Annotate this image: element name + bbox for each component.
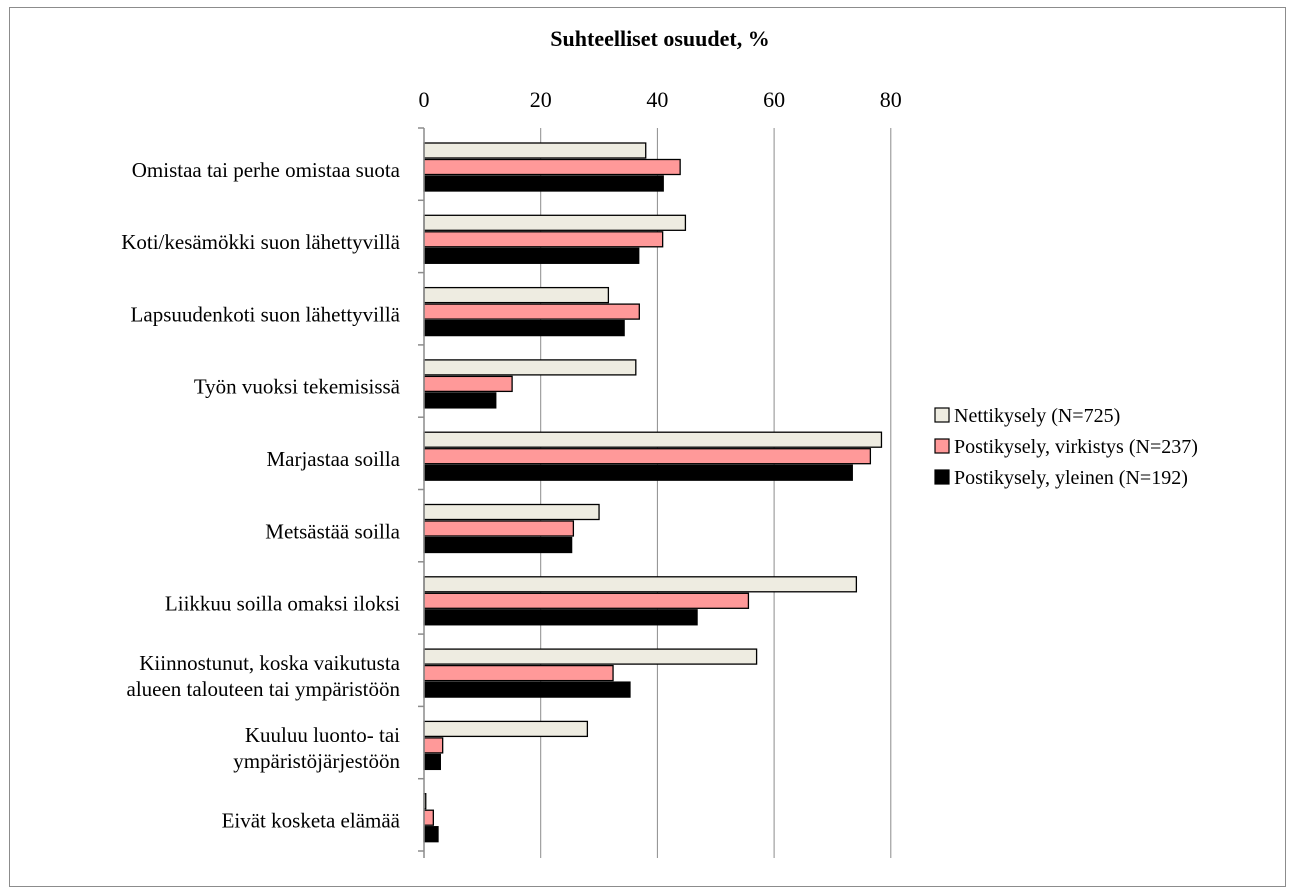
bar	[423, 520, 575, 537]
category-labels: Omistaa tai perhe omistaa suota Koti/kesä…	[121, 158, 400, 833]
bar	[423, 826, 439, 843]
category-label: Metsästää soilla	[265, 519, 400, 543]
y-axis	[418, 127, 425, 858]
legend-swatch	[934, 469, 950, 485]
bar	[423, 737, 444, 754]
category-label: Kiinnostunut, koska vaikutusta	[139, 651, 400, 675]
category-label: alueen talouteen tai ympäristöön	[127, 677, 401, 701]
bar	[423, 431, 883, 448]
x-tick-label: 20	[530, 87, 552, 112]
category-label: Lapsuudenkoti suon lähettyvillä	[131, 302, 401, 326]
x-tick-label: 60	[763, 87, 785, 112]
chart-title: Suhteelliset osuudet, %	[550, 26, 769, 51]
x-tick-label: 0	[419, 87, 430, 112]
bar	[423, 303, 640, 320]
bars	[423, 142, 883, 843]
legend-label: Nettikysely (N=725)	[954, 405, 1120, 427]
x-axis-ticks: 0 20 40 60 80	[419, 87, 902, 112]
bar	[423, 375, 513, 393]
legend: Nettikysely (N=725) Postikysely, virkisty…	[934, 405, 1198, 489]
bar	[423, 142, 647, 159]
legend-label: Postikysely, yleinen (N=192)	[954, 467, 1188, 489]
bar	[423, 392, 497, 409]
bar	[423, 648, 758, 665]
x-tick-label: 40	[646, 87, 668, 112]
legend-swatch	[934, 407, 950, 423]
x-tick-label: 80	[880, 87, 902, 112]
legend-swatch	[934, 438, 950, 454]
bar	[423, 576, 858, 593]
bar	[423, 319, 625, 337]
bar	[423, 214, 687, 231]
bar	[423, 359, 637, 376]
bar	[423, 809, 434, 826]
legend-label: Postikysely, virkistys (N=237)	[954, 436, 1198, 458]
bar	[423, 592, 750, 609]
bar	[423, 753, 441, 771]
category-label: Työn vuoksi tekemisissä	[194, 375, 401, 399]
bar	[423, 536, 573, 554]
bar	[423, 286, 610, 304]
category-label: ympäristöjärjestöön	[233, 749, 400, 773]
bar	[423, 720, 589, 738]
category-label: Marjastaa soilla	[266, 447, 400, 471]
bar	[423, 448, 872, 465]
bar	[423, 503, 600, 521]
bar	[423, 231, 664, 248]
category-label: Koti/kesämökki suon lähettyvillä	[121, 230, 400, 254]
category-label: Kuuluu luonto- tai	[245, 723, 400, 747]
bar	[423, 158, 681, 176]
bar	[423, 175, 664, 192]
category-label: Liikkuu soilla omaksi iloksi	[165, 592, 400, 616]
bar	[423, 464, 853, 481]
bar	[423, 609, 698, 626]
bar	[423, 247, 640, 264]
category-label: Eivät kosketa elämää	[222, 808, 401, 832]
category-label: Omistaa tai perhe omistaa suota	[132, 158, 401, 182]
bar	[423, 681, 631, 698]
bar	[423, 664, 614, 682]
